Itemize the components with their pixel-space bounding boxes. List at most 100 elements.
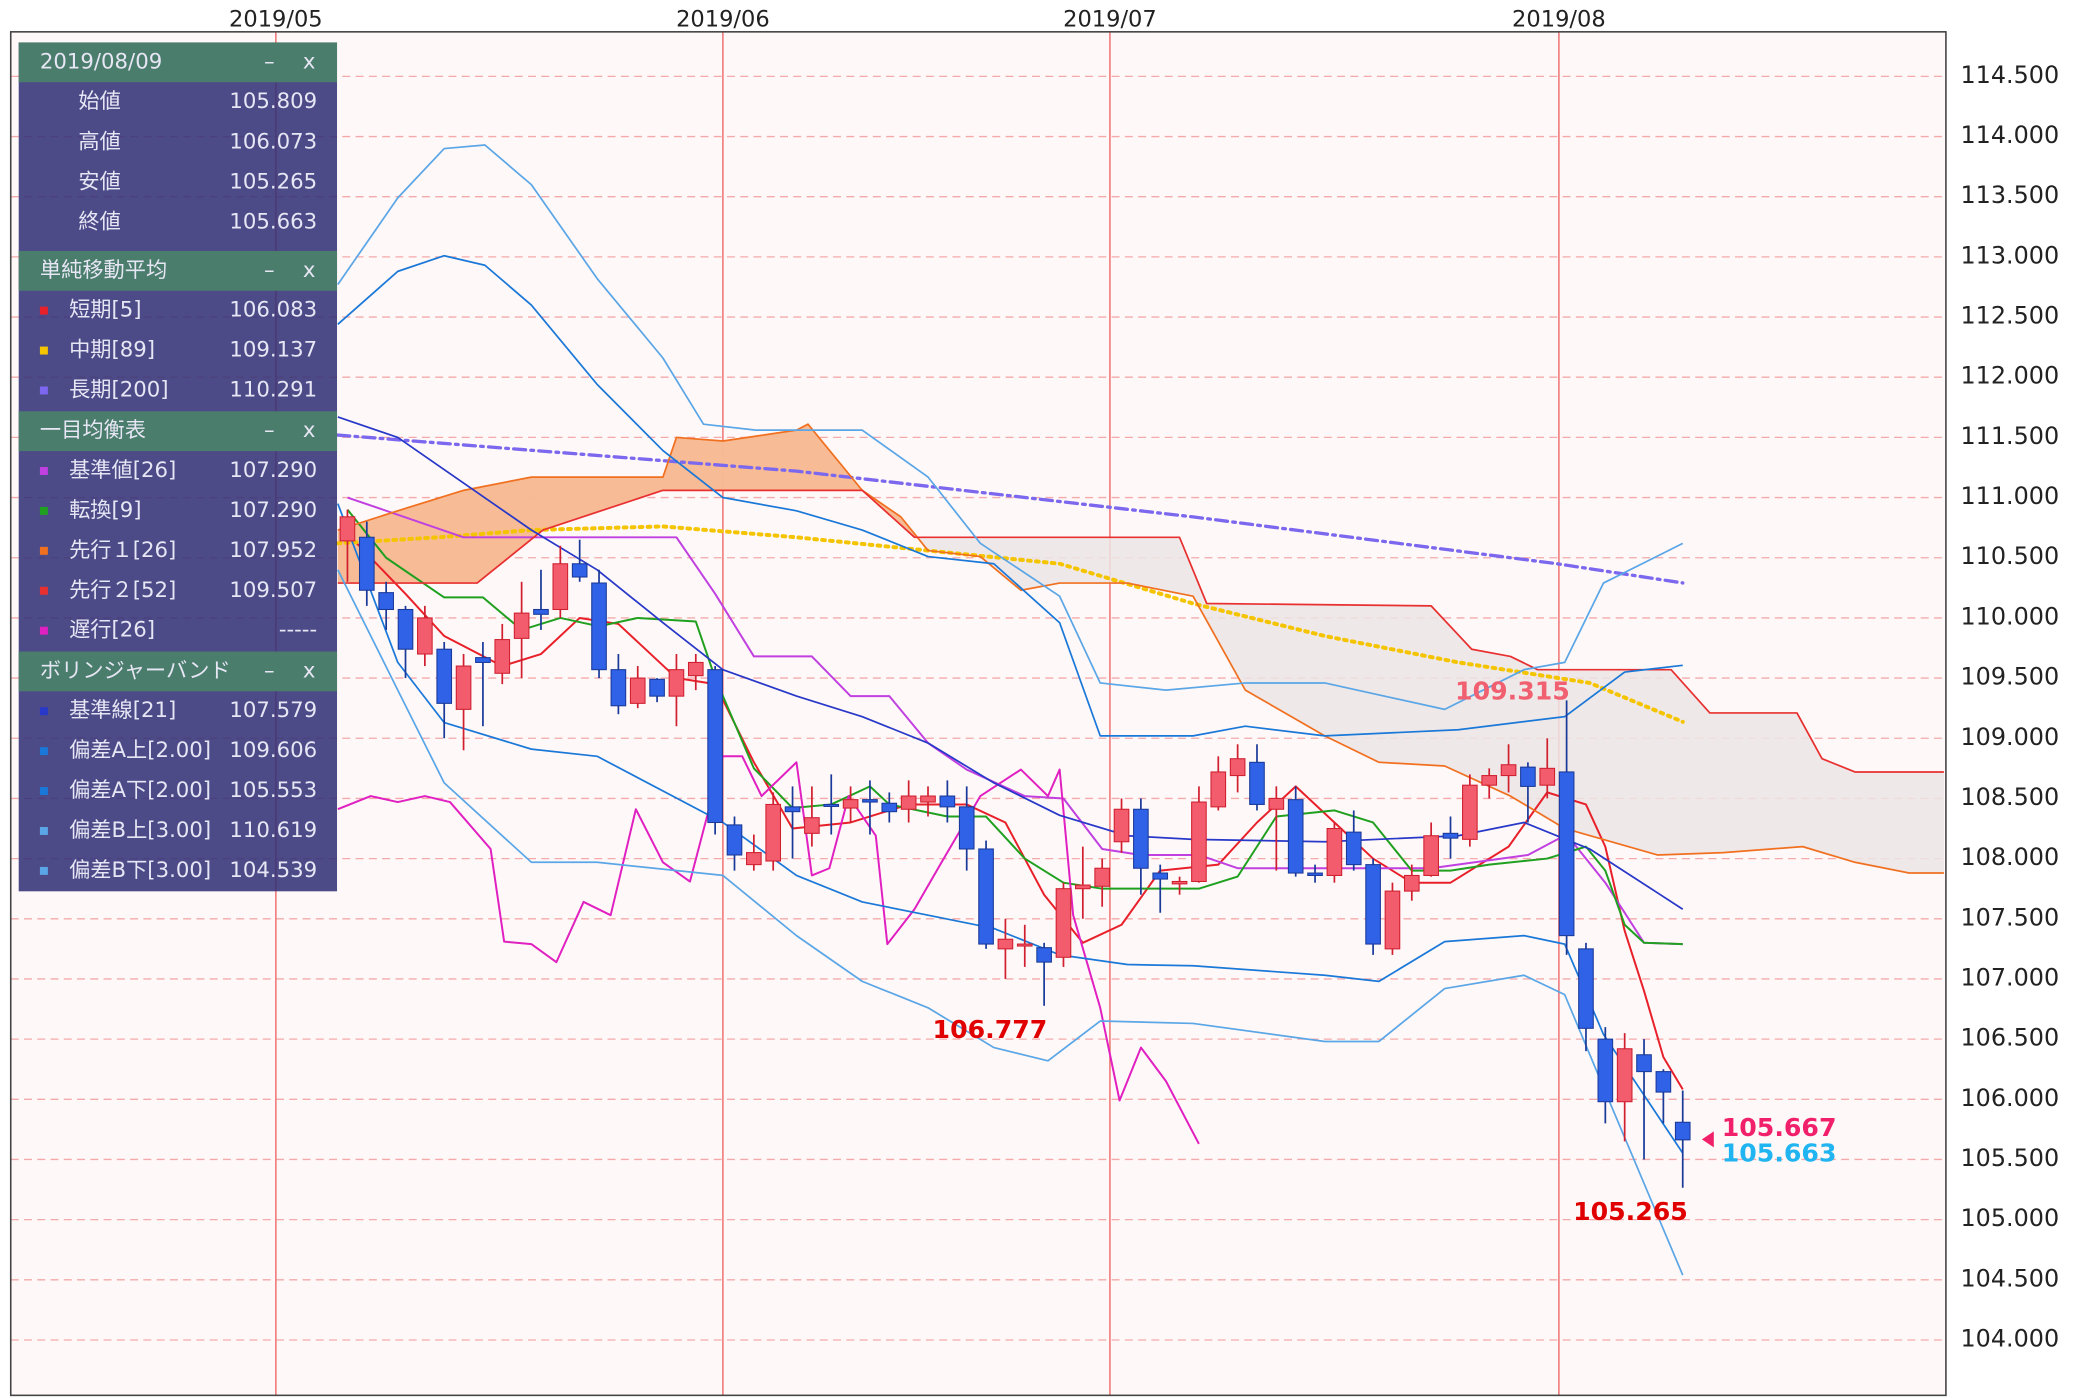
price-annotation: 106.777: [933, 1015, 1048, 1044]
close-button[interactable]: x: [303, 658, 316, 683]
indicator-line: [347, 496, 1683, 946]
candle-body: [513, 612, 530, 639]
candle-body: [1307, 872, 1323, 876]
plot-area: [335, 144, 1944, 1276]
panel-value: 106.073: [229, 129, 317, 154]
candle-body: [784, 806, 801, 813]
minimize-button[interactable]: –: [264, 258, 275, 283]
candle-body: [378, 592, 394, 611]
minimize-button[interactable]: –: [264, 658, 275, 683]
candle-body: [1616, 1048, 1633, 1103]
legend-swatch: [39, 707, 48, 716]
panel-value: 109.137: [229, 338, 317, 363]
legend-swatch: [39, 747, 48, 756]
y-tick-label: 106.000: [1961, 1084, 2060, 1112]
candle-body: [1249, 761, 1265, 805]
y-tick-label: 110.000: [1961, 602, 2060, 630]
cloud: [337, 424, 1944, 874]
candle-body: [707, 669, 723, 824]
y-tick-label: 104.500: [1961, 1264, 2060, 1292]
panel-header-title: 2019/08/09: [40, 49, 162, 74]
axis-labels: 104.000 104.500 105.000 105.500 106.000 106.5…: [229, 6, 2059, 1352]
y-tick-label: 105.500: [1961, 1144, 2060, 1172]
candle-body: [591, 582, 607, 671]
indicator-line: [346, 508, 1683, 946]
candle-body: [629, 677, 646, 704]
panel-label: 遅行[26]: [69, 618, 155, 643]
candle-body: [533, 608, 549, 615]
panel-label: 終値: [78, 210, 120, 235]
close-button[interactable]: x: [303, 418, 316, 443]
candle-body: [1384, 890, 1401, 950]
y-tick-label: 110.500: [1961, 542, 2060, 570]
panel-label: 先行１[26]: [69, 538, 176, 563]
x-tick-label: 2019/07: [1063, 6, 1157, 32]
candle-body: [997, 938, 1014, 950]
minimize-button[interactable]: –: [264, 418, 275, 443]
panel-value: 105.663: [229, 210, 317, 235]
panel-label: 始値: [78, 89, 120, 114]
candle-body: [668, 669, 685, 697]
close-button[interactable]: x: [303, 49, 316, 74]
panel-label: 高値: [78, 129, 120, 154]
candle-body: [339, 516, 356, 542]
y-tick-label: 111.500: [1961, 422, 2060, 450]
candle-body: [1481, 775, 1498, 786]
panel-value: 107.579: [229, 698, 317, 723]
candle-body: [1558, 771, 1575, 937]
panel-label: 基準線[21]: [69, 698, 176, 723]
candle-body: [862, 799, 878, 803]
panel-value: 105.265: [229, 170, 317, 195]
candle-body: [726, 824, 743, 856]
minimize-button[interactable]: –: [264, 49, 275, 74]
panel-label: 偏差B下[3.00]: [69, 858, 211, 883]
candle-body: [1094, 867, 1111, 887]
y-tick-label: 113.500: [1961, 181, 2060, 209]
panel-label: 長期[200]: [69, 377, 168, 402]
plot-frame: [9, 31, 1947, 1397]
y-tick-label: 108.500: [1961, 783, 2060, 811]
x-tick-label: 2019/06: [676, 6, 770, 32]
panel-value: 107.290: [229, 458, 317, 483]
candle-body: [958, 806, 975, 850]
indicator-line: [337, 254, 1683, 737]
candle-body: [1365, 864, 1381, 945]
indicator-line: [337, 503, 1684, 1154]
panel-header-title: 単純移動平均: [40, 258, 167, 283]
candle-body: [1191, 801, 1207, 883]
candle-body: [1229, 758, 1246, 777]
y-tick-label: 112.000: [1961, 362, 2060, 390]
candle-body: [1171, 880, 1188, 885]
legend-swatch: [39, 506, 48, 515]
y-tick-label: 105.000: [1961, 1204, 2060, 1232]
candle-body: [571, 563, 588, 578]
close-button[interactable]: x: [303, 258, 316, 283]
x-tick-label: 2019/08: [1512, 6, 1606, 32]
panel-header: [18, 42, 338, 83]
y-tick-label: 109.500: [1961, 663, 2060, 691]
candle-body: [455, 665, 472, 710]
panel-header: [18, 411, 338, 452]
price-pointer: [1701, 1131, 1714, 1148]
candle-body: [397, 608, 414, 650]
legend-swatch: [39, 386, 48, 395]
candle-body: [1152, 872, 1169, 880]
panel-label: 短期[5]: [69, 298, 141, 323]
legend-swatch: [39, 866, 48, 875]
y-tick-label: 104.000: [1961, 1324, 2060, 1352]
candle-body: [1578, 948, 1594, 1029]
legend-swatch: [39, 787, 48, 796]
panel-value: 105.809: [229, 89, 317, 114]
candle-body: [1403, 874, 1420, 892]
candle-body: [1036, 947, 1052, 963]
candle-body: [1055, 888, 1072, 958]
price-annotation: 109.315: [1455, 676, 1570, 705]
candle-body: [358, 536, 375, 591]
indicator-line: [335, 524, 1685, 724]
legend-swatch: [39, 586, 48, 595]
y-tick-label: 107.000: [1961, 963, 2060, 991]
candle-body: [765, 803, 782, 862]
panel-value: 107.952: [229, 538, 317, 563]
